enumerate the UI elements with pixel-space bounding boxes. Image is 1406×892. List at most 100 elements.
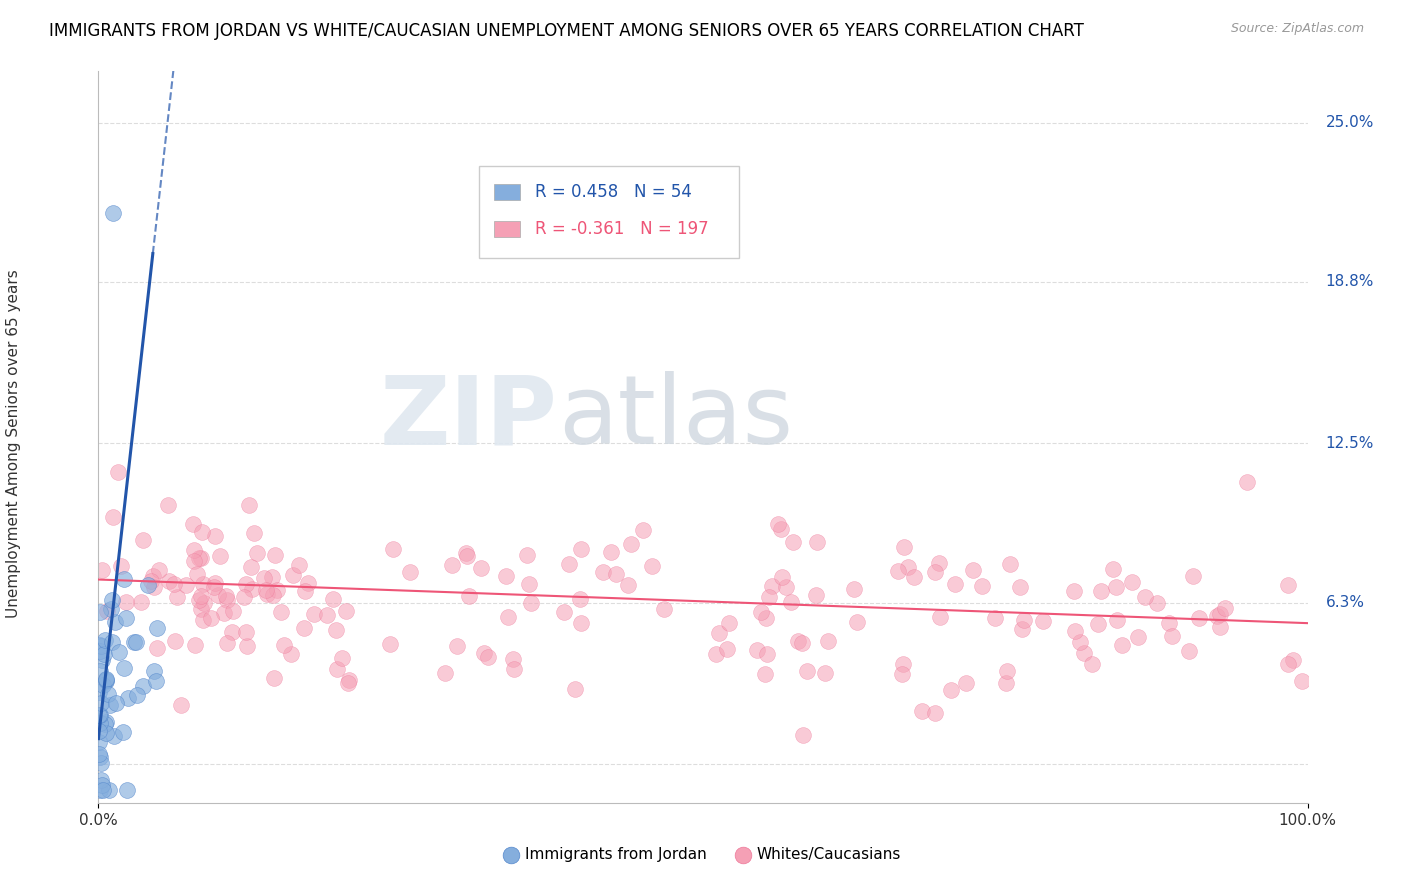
Point: [89, 716, 111, 731]
Point: [640, 558, 662, 573]
Point: [183, 638, 205, 652]
Point: [96, 673, 118, 688]
Point: [101, 592, 124, 607]
Point: [1012, 613, 1035, 627]
Point: [315, 608, 337, 623]
Point: [215, 592, 238, 607]
Point: [101, 510, 124, 524]
Point: [294, 584, 316, 599]
Point: [235, 639, 257, 653]
Point: [87, 707, 110, 722]
Point: [90, 563, 112, 577]
Point: [1063, 583, 1085, 598]
Point: [304, 607, 326, 622]
Point: [1090, 584, 1112, 599]
Point: [928, 556, 950, 570]
Point: [553, 605, 575, 619]
Point: [174, 578, 197, 592]
Point: [470, 560, 492, 574]
Point: [564, 682, 586, 697]
Point: [326, 662, 349, 676]
Point: [769, 522, 792, 536]
Point: [955, 675, 977, 690]
Point: [1209, 607, 1232, 621]
Point: [458, 589, 481, 603]
Point: [1277, 578, 1299, 592]
Point: [897, 559, 920, 574]
Text: R = -0.361   N = 197: R = -0.361 N = 197: [534, 219, 709, 237]
Point: [110, 559, 132, 574]
Point: [283, 567, 305, 582]
Point: [97, 783, 120, 797]
Point: [1121, 574, 1143, 589]
Point: [756, 648, 779, 662]
Point: [142, 580, 165, 594]
Point: [240, 560, 263, 574]
Point: [262, 589, 284, 603]
Point: [796, 664, 818, 678]
Point: [1069, 635, 1091, 649]
Point: [89, 644, 111, 658]
Point: [181, 517, 204, 532]
Point: [256, 587, 278, 601]
Point: [924, 706, 946, 721]
Point: [200, 611, 222, 625]
Text: 6.3%: 6.3%: [1326, 595, 1365, 610]
Point: [1213, 601, 1236, 615]
Point: [165, 634, 187, 648]
Bar: [494, 184, 520, 200]
Point: [519, 596, 541, 610]
Point: [208, 549, 231, 563]
Text: R = 0.458   N = 54: R = 0.458 N = 54: [534, 183, 692, 201]
Point: [89, 605, 111, 619]
Point: [1206, 609, 1229, 624]
Point: [1011, 622, 1033, 636]
Point: [924, 565, 946, 579]
Point: [266, 582, 288, 597]
Text: IMMIGRANTS FROM JORDAN VS WHITE/CAUCASIAN UNEMPLOYMENT AMONG SENIORS OVER 65 YEA: IMMIGRANTS FROM JORDAN VS WHITE/CAUCASIA…: [49, 22, 1084, 40]
Point: [93, 647, 115, 661]
Point: [96, 604, 118, 618]
Point: [336, 676, 359, 690]
Point: [183, 542, 205, 557]
Point: [159, 574, 181, 588]
Point: [98, 698, 121, 713]
Point: [190, 525, 212, 540]
Point: [972, 579, 994, 593]
Point: [502, 661, 524, 675]
Point: [1161, 630, 1184, 644]
Point: [115, 594, 138, 608]
Point: [456, 546, 478, 560]
Point: [246, 546, 269, 560]
Point: [235, 624, 257, 639]
Point: [89, 724, 111, 739]
Point: [124, 635, 146, 649]
Point: [1105, 580, 1128, 594]
Point: [495, 568, 517, 582]
Point: [1178, 644, 1201, 658]
Point: [280, 647, 302, 661]
Point: [143, 665, 166, 679]
Point: [190, 551, 212, 566]
Point: [943, 576, 966, 591]
Point: [87, 685, 110, 699]
Point: [775, 580, 797, 594]
Point: [235, 576, 257, 591]
Point: [782, 534, 804, 549]
Point: [814, 666, 837, 681]
Text: Unemployment Among Seniors over 65 years: Unemployment Among Seniors over 65 years: [6, 269, 21, 618]
Point: [254, 582, 277, 597]
Point: [125, 689, 148, 703]
Point: [93, 717, 115, 731]
Text: 12.5%: 12.5%: [1326, 436, 1374, 451]
Point: [1146, 595, 1168, 609]
Legend: Immigrants from Jordan, Whites/Caucasians: Immigrants from Jordan, Whites/Caucasian…: [499, 841, 907, 868]
Point: [592, 565, 614, 579]
Point: [792, 635, 814, 649]
Point: [891, 657, 914, 671]
Point: [191, 613, 214, 627]
Point: [166, 591, 188, 605]
Point: [89, 638, 111, 652]
Point: [297, 576, 319, 591]
Point: [382, 542, 405, 557]
